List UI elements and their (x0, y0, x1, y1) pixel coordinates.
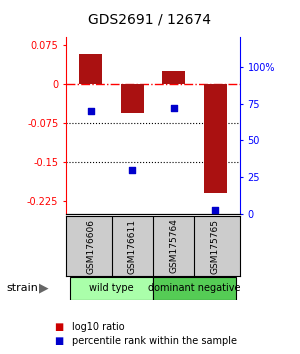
Bar (80, 54, 102, 84)
Text: GSM176606: GSM176606 (86, 218, 95, 274)
Bar (70, 277, 153, 300)
Text: log10 ratio: log10 ratio (72, 322, 124, 332)
Text: wild type: wild type (89, 283, 134, 293)
Point (213, 207, 218, 212)
Text: GSM176611: GSM176611 (128, 218, 137, 274)
Bar (162, 71, 185, 84)
Bar (204, 84, 226, 193)
Bar (121, 84, 144, 113)
Point (88, 108, 93, 114)
Text: percentile rank within the sample: percentile rank within the sample (72, 336, 237, 346)
Text: ▶: ▶ (39, 282, 48, 295)
Text: GDS2691 / 12674: GDS2691 / 12674 (88, 12, 212, 27)
Bar (153, 277, 236, 300)
Point (130, 167, 135, 173)
Text: GSM175765: GSM175765 (211, 218, 220, 274)
Text: ■: ■ (54, 336, 63, 346)
Text: dominant negative: dominant negative (148, 283, 241, 293)
Point (171, 105, 176, 111)
Text: strain: strain (6, 283, 38, 293)
Text: ■: ■ (54, 322, 63, 332)
Text: GSM175764: GSM175764 (169, 218, 178, 274)
